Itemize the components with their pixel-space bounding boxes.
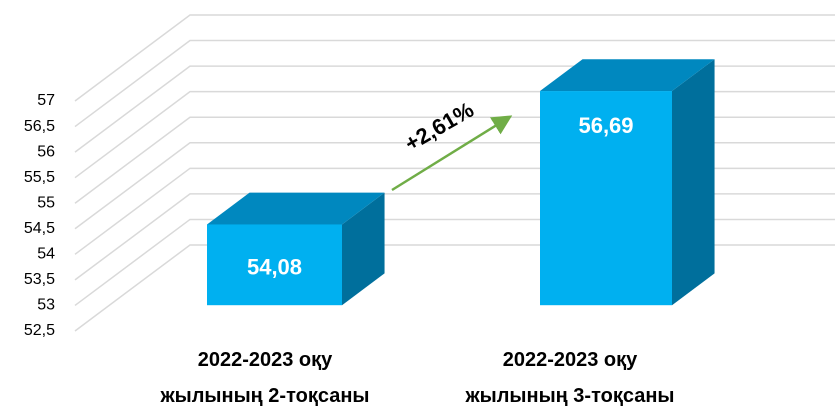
category-label: 2022-2023 оқу жылының 2-тоқсаны bbox=[160, 349, 370, 407]
y-tick-label: 54 bbox=[37, 246, 55, 263]
y-tick-label: 56,5 bbox=[24, 118, 55, 135]
y-tick-label: 53,5 bbox=[24, 271, 55, 288]
y-tick-label: 56 bbox=[37, 143, 55, 160]
value-label: 56,69 bbox=[578, 113, 633, 138]
annotation: +2,61% bbox=[400, 97, 478, 156]
y-tick-label: 57 bbox=[37, 92, 55, 109]
y-tick-label: 52,5 bbox=[24, 322, 55, 339]
grid-line bbox=[74, 218, 835, 307]
y-tick-label: 54,5 bbox=[24, 220, 55, 237]
grid-line bbox=[74, 142, 835, 230]
category-label: 2022-2023 оқу жылының 3-тоқсаны bbox=[465, 349, 675, 407]
bar-top bbox=[207, 192, 385, 225]
grid-line bbox=[74, 167, 835, 255]
arrow bbox=[391, 115, 513, 192]
bar bbox=[540, 91, 672, 306]
grid-line bbox=[74, 14, 835, 102]
grid-line bbox=[74, 39, 835, 128]
y-tick-label: 55 bbox=[37, 194, 55, 211]
bar-side bbox=[672, 59, 715, 306]
grid-line bbox=[74, 244, 835, 332]
grid-line bbox=[74, 193, 835, 281]
y-tick-label: 55,5 bbox=[24, 169, 55, 186]
value-label: 54,08 bbox=[247, 255, 302, 280]
bar bbox=[207, 224, 342, 306]
bar-side bbox=[342, 192, 385, 306]
y-tick-label: 53 bbox=[37, 297, 55, 314]
bar-top bbox=[540, 59, 715, 92]
